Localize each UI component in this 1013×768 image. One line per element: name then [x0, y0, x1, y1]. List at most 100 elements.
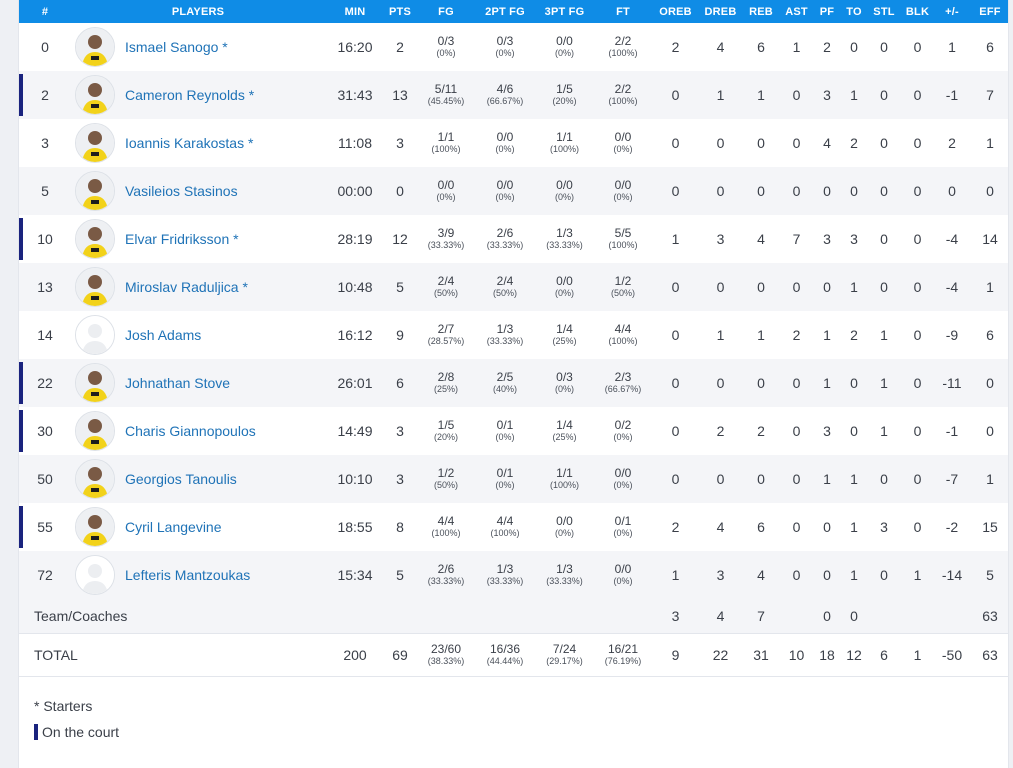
col-header-ast[interactable]: AST — [782, 0, 811, 23]
player-cell: Josh Adams — [71, 311, 325, 359]
total-3pt-percent: (29.17%) — [546, 656, 583, 666]
player-ast: 0 — [782, 263, 811, 311]
player-pf: 2 — [811, 23, 843, 71]
player-2pt-fg-made-attempted: 1/3 — [496, 322, 514, 336]
player-2pt-fg-made-attempted: 0/0 — [496, 130, 514, 144]
player-name-link[interactable]: Lefteris Mantzoukas — [125, 567, 251, 583]
total-3pt-fg: 7/24 (29.17%) — [533, 633, 596, 677]
player-fg: 2/6 (33.33%) — [415, 551, 477, 599]
col-header-3pt-fg[interactable]: 3PT FG — [533, 0, 596, 23]
team-coaches-label: Team/Coaches — [19, 599, 325, 634]
player-3pt-fg: 1/1 (100%) — [533, 455, 596, 503]
col-header-min[interactable]: MIN — [325, 0, 385, 23]
player-name-link[interactable]: Cyril Langevine — [125, 519, 222, 535]
player-blk: 0 — [903, 407, 932, 455]
player-plus-minus: -1 — [932, 407, 972, 455]
player-reb: 4 — [740, 551, 782, 599]
player-avatar — [75, 315, 115, 355]
player-fg-percent: (0%) — [436, 48, 456, 58]
col-header-pts[interactable]: PTS — [385, 0, 415, 23]
player-blk: 0 — [903, 215, 932, 263]
player-3pt-fg-made-attempted: 0/0 — [556, 274, 573, 288]
player-2pt-fg: 0/1 (0%) — [477, 455, 533, 503]
player-name-link[interactable]: Cameron Reynolds * — [125, 87, 255, 103]
col-header-reb[interactable]: REB — [740, 0, 782, 23]
col-header-eff[interactable]: EFF — [972, 0, 1008, 23]
player-name-link[interactable]: Ioannis Karakostas * — [125, 135, 254, 151]
total-oreb: 9 — [650, 633, 701, 677]
player-oreb: 1 — [650, 551, 701, 599]
player-to: 2 — [843, 119, 865, 167]
total-fg: 23/60 (38.33%) — [415, 633, 477, 677]
player-points: 5 — [385, 263, 415, 311]
col-header-to[interactable]: TO — [843, 0, 865, 23]
player-name-link[interactable]: Josh Adams — [125, 327, 202, 343]
player-fg-made-attempted: 5/11 — [434, 82, 458, 96]
player-eff: 6 — [972, 311, 1008, 359]
player-3pt-fg-percent: (0%) — [554, 288, 574, 298]
player-3pt-fg-made-attempted: 0/0 — [556, 178, 573, 192]
player-row: 55 Cyril Langevine 18:55 8 4/4 (100%) 4/4 (100%… — [19, 503, 1008, 551]
player-3pt-fg-percent: (33.33%) — [546, 576, 583, 586]
player-ft-made-attempted: 0/2 — [614, 418, 632, 432]
player-name-link[interactable]: Charis Giannopoulos — [125, 423, 256, 439]
player-ast: 0 — [782, 359, 811, 407]
player-3pt-fg: 0/0 (0%) — [533, 263, 596, 311]
col-header-players[interactable]: PLAYERS — [71, 0, 325, 23]
col-header-fg[interactable]: FG — [415, 0, 477, 23]
player-oreb: 2 — [650, 23, 701, 71]
team-coaches-row: Team/Coaches 3 4 7 0 0 63 — [19, 599, 1008, 634]
player-to: 1 — [843, 455, 865, 503]
player-plus-minus: -14 — [932, 551, 972, 599]
player-name-link[interactable]: Georgios Tanoulis — [125, 471, 237, 487]
player-3pt-fg-percent: (0%) — [554, 192, 574, 202]
player-fg-percent: (100%) — [431, 144, 461, 154]
player-ast: 0 — [782, 503, 811, 551]
player-ft: 0/1 (0%) — [596, 503, 650, 551]
player-ft-made-attempted: 2/2 — [614, 82, 632, 96]
player-number: 50 — [19, 455, 71, 503]
player-2pt-fg: 0/1 (0%) — [477, 407, 533, 455]
col-header-oreb[interactable]: OREB — [650, 0, 701, 23]
player-name-link[interactable]: Elvar Fridriksson * — [125, 231, 239, 247]
total-row: TOTAL 200 69 23/60 (38.33%) 16/36 (44.44%)… — [19, 633, 1008, 677]
player-name-link[interactable]: Vasileios Stasinos — [125, 183, 238, 199]
player-ft: 2/2 (100%) — [596, 71, 650, 119]
player-2pt-fg-made-attempted: 0/3 — [496, 34, 514, 48]
col-header-2pt-fg[interactable]: 2PT FG — [477, 0, 533, 23]
player-2pt-fg: 2/4 (50%) — [477, 263, 533, 311]
player-pf: 4 — [811, 119, 843, 167]
total-min: 200 — [325, 633, 385, 677]
player-2pt-fg: 0/0 (0%) — [477, 119, 533, 167]
player-2pt-fg-made-attempted: 2/5 — [496, 370, 514, 384]
player-plus-minus: -9 — [932, 311, 972, 359]
player-reb: 1 — [740, 311, 782, 359]
col-header-stl[interactable]: STL — [865, 0, 903, 23]
player-fg-percent: (45.45%) — [427, 96, 465, 106]
player-ft-made-attempted: 2/2 — [614, 34, 632, 48]
player-avatar — [75, 75, 115, 115]
player-ft-percent: (50%) — [610, 288, 635, 298]
col-header-ft[interactable]: FT — [596, 0, 650, 23]
team-3pt-fg — [533, 599, 596, 634]
player-stl: 1 — [865, 311, 903, 359]
player-eff: 0 — [972, 359, 1008, 407]
player-blk: 0 — [903, 311, 932, 359]
col-header-dreb[interactable]: DREB — [701, 0, 740, 23]
player-2pt-fg-percent: (0%) — [495, 432, 515, 442]
player-name-link[interactable]: Miroslav Raduljica * — [125, 279, 248, 295]
player-to: 0 — [843, 23, 865, 71]
player-pf: 1 — [811, 311, 843, 359]
total-to: 12 — [843, 633, 865, 677]
col-header-plus-minus[interactable]: +/- — [932, 0, 972, 23]
player-name-link[interactable]: Johnathan Stove — [125, 375, 231, 391]
table-header: # PLAYERS MIN PTS FG 2PT FG 3PT FG FT OR… — [19, 0, 1008, 23]
player-2pt-fg-percent: (33.33%) — [486, 336, 524, 346]
col-header-number[interactable]: # — [19, 0, 71, 23]
col-header-blk[interactable]: BLK — [903, 0, 932, 23]
player-fg: 3/9 (33.33%) — [415, 215, 477, 263]
player-avatar — [75, 507, 115, 547]
player-name-link[interactable]: Ismael Sanogo * — [125, 39, 228, 55]
player-to: 0 — [843, 407, 865, 455]
col-header-pf[interactable]: PF — [811, 0, 843, 23]
